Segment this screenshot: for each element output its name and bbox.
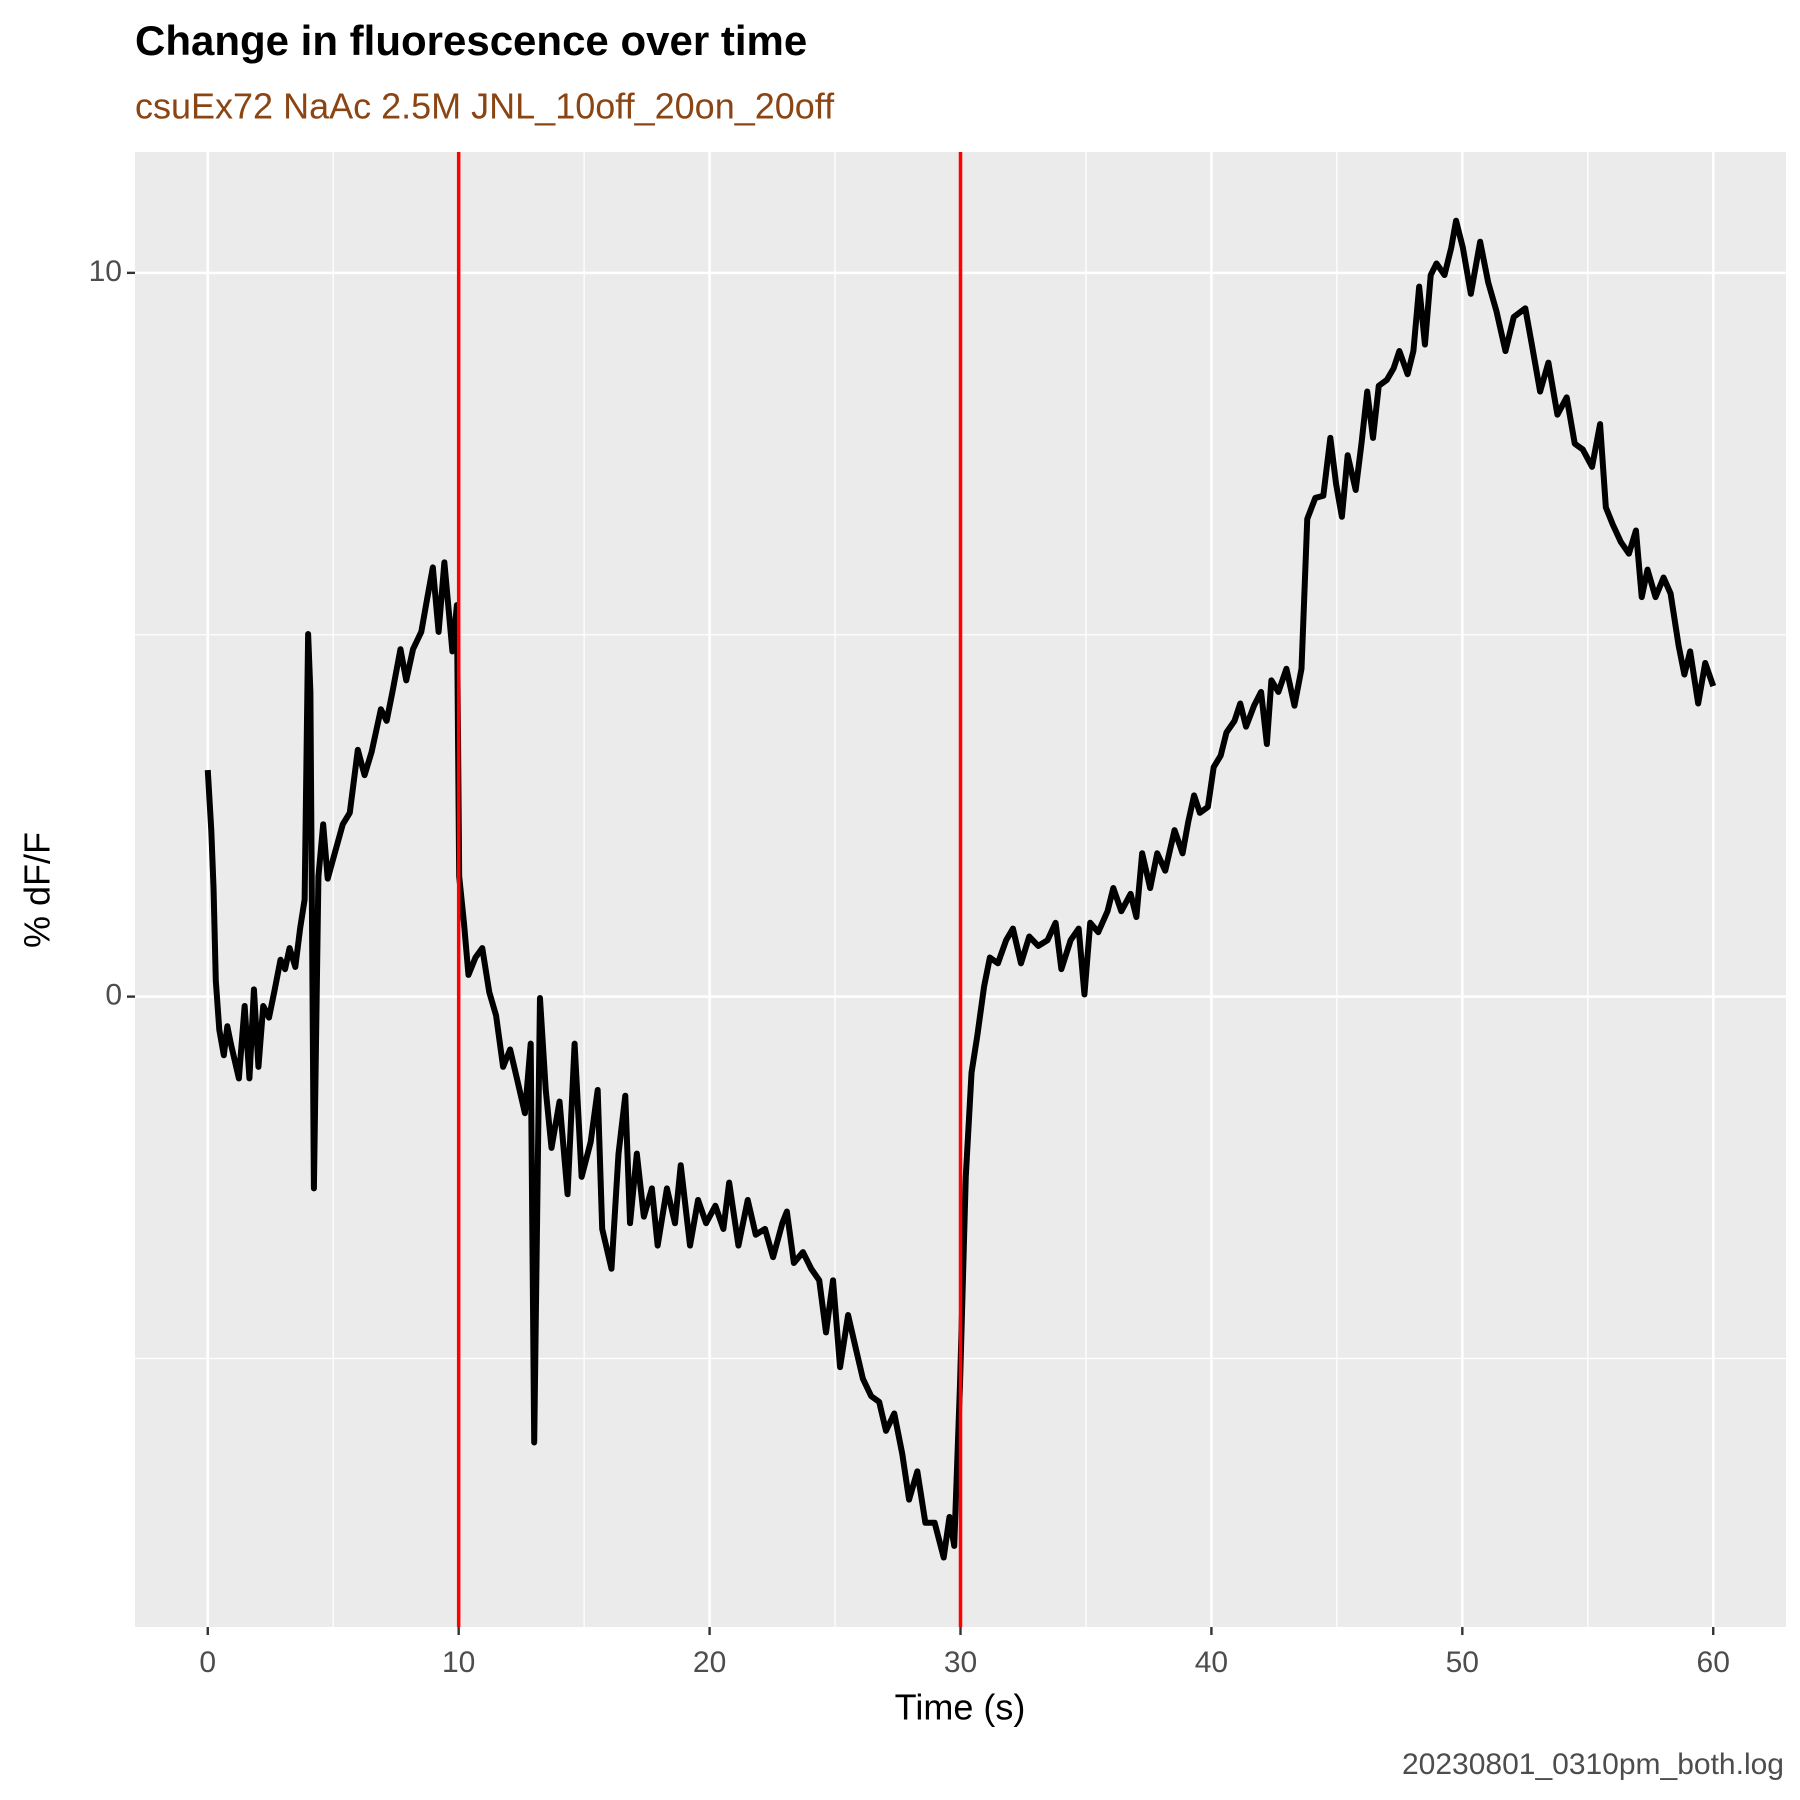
y-tick-label: 10 — [89, 255, 122, 288]
data-line — [204, 217, 1717, 1561]
x-tick-label: 60 — [1697, 1646, 1730, 1679]
y-axis-title: % dF/F — [17, 832, 58, 948]
chart-title: Change in fluorescence over time — [135, 17, 807, 64]
chart-subtitle: csuEx72 NaAc 2.5M JNL_10off_20on_20off — [135, 86, 835, 127]
x-tick-label: 50 — [1446, 1646, 1479, 1679]
y-tick-label: 0 — [105, 979, 122, 1012]
x-tick-label: 20 — [693, 1646, 726, 1679]
x-tick-label: 30 — [944, 1646, 977, 1679]
caption: 20230801_0310pm_both.log — [1402, 1748, 1784, 1781]
x-tick-label: 10 — [442, 1646, 475, 1679]
x-tick-label: 40 — [1195, 1646, 1228, 1679]
x-axis-title: Time (s) — [895, 1687, 1026, 1728]
x-tick-label: 0 — [199, 1646, 216, 1679]
